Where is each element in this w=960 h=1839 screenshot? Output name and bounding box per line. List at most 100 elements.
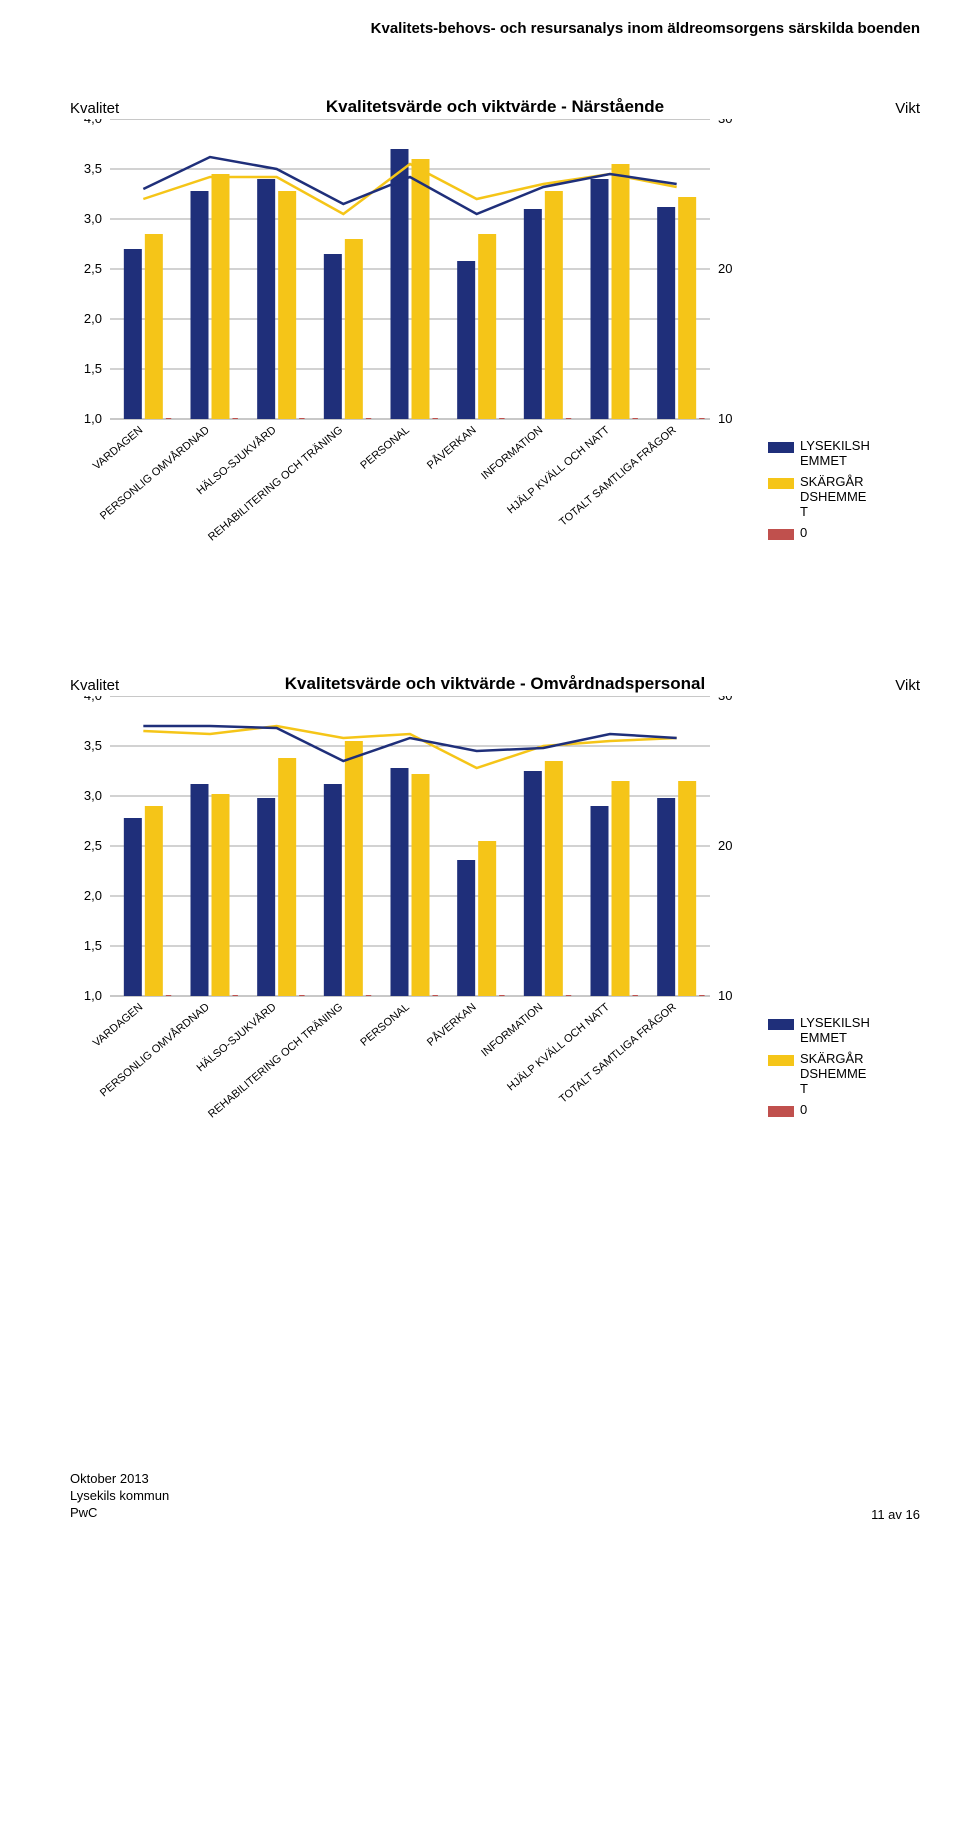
bar-series1 [391, 149, 409, 419]
charts-container: KvalitetKvalitetsvärde och viktvärde - N… [70, 97, 920, 1171]
y-right-tick: 20 [718, 838, 732, 853]
bar-series2 [612, 164, 630, 419]
bar-series2 [678, 197, 696, 419]
category-label: TOTALT SAMTLIGA FRÅGOR [557, 1000, 679, 1105]
legend-label: SKÄRGÅRDSHEMMET [800, 1052, 870, 1097]
bar-series1 [657, 798, 675, 996]
chart-block: KvalitetKvalitetsvärde och viktvärde - N… [70, 97, 920, 594]
chart-block: KvalitetKvalitetsvärde och viktvärde - O… [70, 674, 920, 1171]
y-left-tick: 4,0 [84, 696, 102, 703]
category-label: PÅVERKAN [424, 1000, 478, 1049]
y-left-tick: 4,0 [84, 119, 102, 126]
y-left-tick: 1,0 [84, 411, 102, 426]
legend-label: 0 [800, 1103, 807, 1118]
y-right-label: Vikt [840, 677, 920, 694]
bar-series3 [499, 418, 504, 419]
bar-series1 [591, 806, 609, 996]
category-label: PERSONLIG OMVÅRDNAD [97, 1000, 212, 1099]
line-series2 [143, 726, 676, 768]
legend-swatch [768, 529, 794, 540]
bar-series2 [545, 191, 563, 419]
category-label: REHABILITERING OCH TRÄNING [206, 424, 345, 543]
y-left-tick: 3,0 [84, 788, 102, 803]
legend-item-series1: LYSEKILSHEMMET [768, 1016, 870, 1046]
bar-series2 [278, 191, 296, 419]
bar-series3 [566, 995, 571, 996]
y-left-tick: 2,0 [84, 311, 102, 326]
y-right-tick: 30 [718, 119, 732, 126]
bar-series3 [699, 995, 704, 996]
legend-item-series2: SKÄRGÅRDSHEMMET [768, 475, 870, 520]
bar-series2 [678, 781, 696, 996]
bar-series1 [191, 191, 209, 419]
bar-series2 [612, 781, 630, 996]
chart-row: 4,03,53,02,52,01,51,0302010VARDAGENPERSO… [70, 119, 920, 594]
bar-series3 [633, 418, 638, 419]
category-label: VARDAGEN [91, 1001, 145, 1049]
y-left-tick: 2,5 [84, 261, 102, 276]
bar-series3 [433, 418, 438, 419]
bar-series3 [166, 418, 171, 419]
y-left-label: Kvalitet [70, 677, 150, 694]
category-label: REHABILITERING OCH TRÄNING [206, 1001, 345, 1120]
bar-series3 [233, 418, 238, 419]
bar-series1 [524, 771, 542, 996]
bar-series1 [324, 784, 342, 996]
page: Kvalitets-behovs- och resursanalys inom … [0, 0, 960, 1562]
y-right-tick: 20 [718, 261, 732, 276]
bar-series2 [278, 758, 296, 996]
y-left-tick: 1,0 [84, 988, 102, 1003]
bar-series2 [212, 174, 230, 419]
category-label: PÅVERKAN [424, 423, 478, 472]
document-header: Kvalitets-behovs- och resursanalys inom … [70, 20, 920, 37]
bar-series3 [299, 418, 304, 419]
bar-series3 [699, 418, 704, 419]
legend-label: 0 [800, 526, 807, 541]
bar-series2 [545, 761, 563, 996]
chart-title: Kvalitetsvärde och viktvärde - Omvårdnad… [150, 674, 840, 694]
bar-series3 [499, 995, 504, 996]
bar-series2 [145, 806, 163, 996]
bar-series2 [345, 741, 363, 996]
category-label: PERSONLIG OMVÅRDNAD [97, 423, 212, 522]
bar-series3 [366, 995, 371, 996]
y-left-tick: 2,5 [84, 838, 102, 853]
bar-series2 [478, 841, 496, 996]
chart-svg: 4,03,53,02,52,01,51,0302010VARDAGENPERSO… [70, 696, 750, 1166]
bar-series3 [633, 995, 638, 996]
legend-item-series3: 0 [768, 1103, 870, 1118]
chart-title-row: KvalitetKvalitetsvärde och viktvärde - N… [70, 97, 920, 117]
legend-label: LYSEKILSHEMMET [800, 1016, 870, 1046]
category-label: VARDAGEN [91, 424, 145, 472]
bar-series1 [524, 209, 542, 419]
bar-series2 [478, 234, 496, 419]
y-right-tick: 10 [718, 988, 732, 1003]
bar-series1 [191, 784, 209, 996]
legend-label: LYSEKILSHEMMET [800, 439, 870, 469]
footer-left: Oktober 2013 Lysekils kommun PwC [70, 1471, 169, 1522]
y-left-tick: 1,5 [84, 938, 102, 953]
bar-series2 [145, 234, 163, 419]
legend-swatch [768, 1106, 794, 1117]
legend-swatch [768, 478, 794, 489]
plot-wrap: 4,03,53,02,52,01,51,0302010VARDAGENPERSO… [70, 696, 750, 1171]
bar-series1 [457, 860, 475, 996]
bar-series1 [257, 798, 275, 996]
y-left-label: Kvalitet [70, 100, 150, 117]
category-label: TOTALT SAMTLIGA FRÅGOR [557, 423, 679, 528]
chart-legend: LYSEKILSHEMMET SKÄRGÅRDSHEMMET 0 [768, 439, 870, 547]
page-footer: Oktober 2013 Lysekils kommun PwC 11 av 1… [70, 1471, 920, 1522]
category-label: INFORMATION [479, 424, 545, 482]
legend-label: SKÄRGÅRDSHEMMET [800, 475, 870, 520]
bar-series1 [391, 768, 409, 996]
footer-page-number: 11 av 16 [871, 1507, 920, 1522]
chart-title: Kvalitetsvärde och viktvärde - Närståend… [150, 97, 840, 117]
bar-series1 [124, 818, 142, 996]
y-left-tick: 3,5 [84, 161, 102, 176]
legend-item-series1: LYSEKILSHEMMET [768, 439, 870, 469]
bar-series2 [212, 794, 230, 996]
bar-series3 [566, 418, 571, 419]
legend-item-series2: SKÄRGÅRDSHEMMET [768, 1052, 870, 1097]
y-right-tick: 10 [718, 411, 732, 426]
bar-series1 [124, 249, 142, 419]
